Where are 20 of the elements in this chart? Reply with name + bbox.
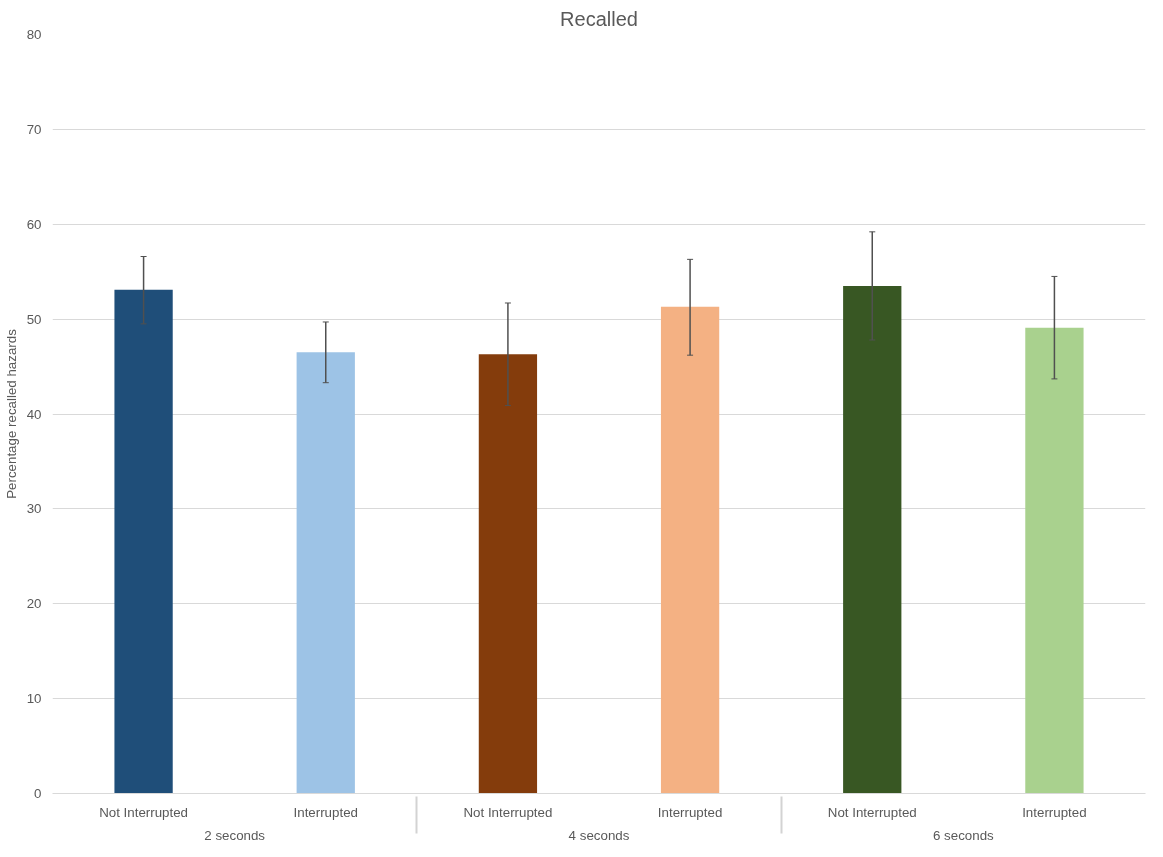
text: 4 seconds bbox=[568, 827, 630, 843]
y-axis-title: Percentage recalled hazards bbox=[3, 328, 19, 499]
y-tick-label: 70 bbox=[26, 121, 42, 137]
y-tick-label: 50 bbox=[26, 311, 42, 327]
text: 2 seconds bbox=[204, 827, 266, 843]
text: 6 seconds bbox=[932, 827, 995, 843]
x-tick-label: Not Interrupted bbox=[463, 804, 553, 820]
y-tick-label: 80 bbox=[26, 27, 42, 42]
x-tick-label: Interrupted bbox=[293, 804, 358, 820]
y-tick-label: 10 bbox=[26, 691, 42, 707]
x-tick-label: Not Interrupted bbox=[99, 804, 189, 820]
y-tick-label: 0 bbox=[34, 786, 42, 801]
chart-title: Recalled bbox=[560, 7, 638, 30]
x-tick-label: Not Interrupted bbox=[827, 804, 917, 820]
y-tick-label: 30 bbox=[26, 501, 42, 517]
y-tick-label: 20 bbox=[26, 596, 42, 612]
y-tick-label: 60 bbox=[26, 216, 42, 232]
x-tick-label: Interrupted bbox=[1022, 804, 1087, 820]
x-tick-label: Interrupted bbox=[657, 804, 723, 820]
y-tick-label: 40 bbox=[26, 406, 42, 422]
